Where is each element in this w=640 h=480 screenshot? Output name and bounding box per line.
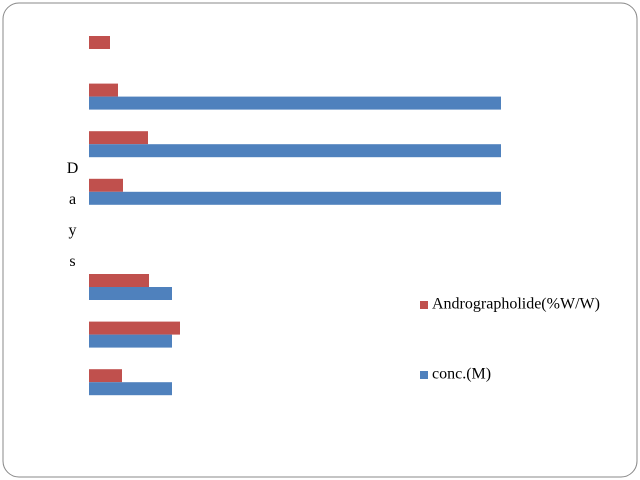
bar [89,369,122,383]
bar [89,321,180,335]
bar [89,36,110,49]
bar [89,131,148,145]
bar [89,287,172,300]
legend-swatch [420,371,428,379]
legend-label: conc.(M) [432,366,491,383]
bar [89,382,172,396]
bar [89,96,501,110]
bar [89,144,501,158]
bar [89,334,172,348]
bar [89,191,501,205]
legend-swatch [420,301,428,309]
bar [89,274,149,287]
y-axis-label: Days [64,160,81,284]
legend-label: Andrographolide(%W/W) [432,296,600,313]
bar [89,83,118,97]
bar [89,178,123,192]
